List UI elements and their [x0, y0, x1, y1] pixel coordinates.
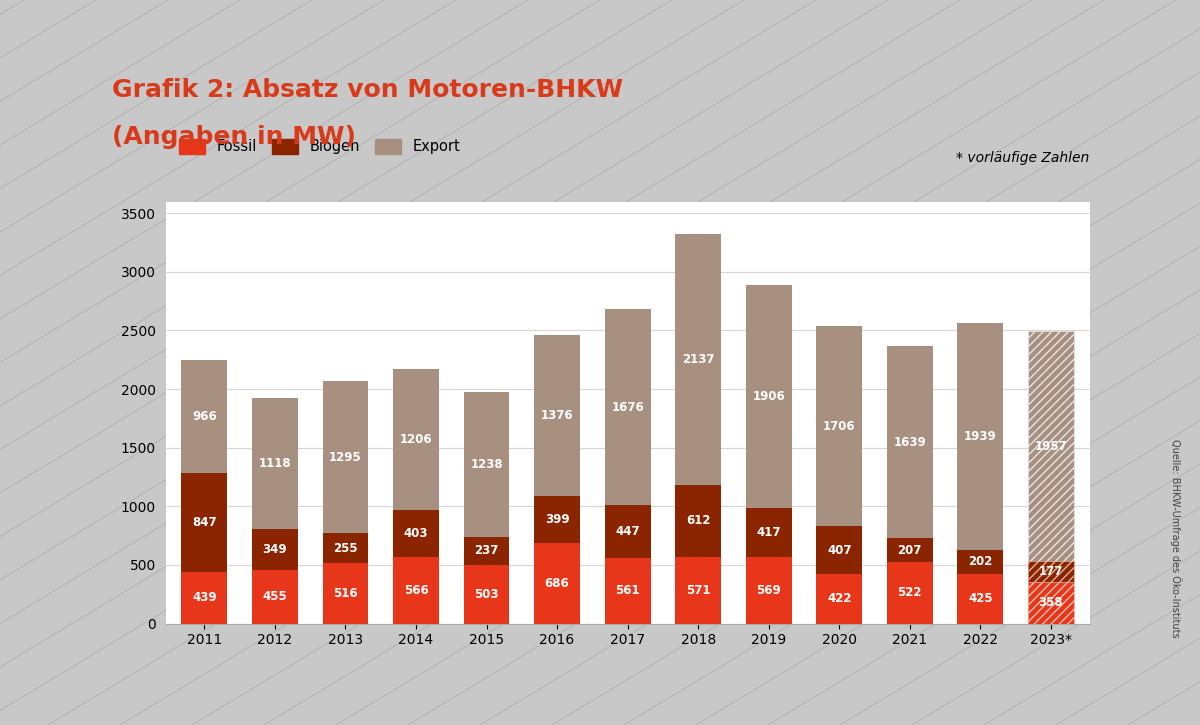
Text: 569: 569 [756, 584, 781, 597]
Bar [816, 526, 862, 574]
Bar [816, 326, 862, 526]
Bar [323, 533, 368, 563]
Bar [394, 368, 439, 510]
Text: 1706: 1706 [823, 420, 856, 433]
Bar [463, 536, 510, 565]
Text: 1906: 1906 [752, 390, 785, 402]
Text: 1939: 1939 [964, 430, 997, 443]
Bar [1028, 561, 1074, 581]
Bar [534, 497, 580, 543]
Bar [181, 572, 227, 624]
Text: 612: 612 [686, 514, 710, 527]
Bar [323, 381, 368, 533]
Bar [676, 557, 721, 624]
Text: 1957: 1957 [1034, 439, 1067, 452]
Text: 571: 571 [686, 584, 710, 597]
Text: 1376: 1376 [541, 409, 574, 422]
Text: 407: 407 [827, 544, 852, 557]
Text: 516: 516 [334, 587, 358, 600]
Text: 847: 847 [192, 516, 217, 529]
Text: 455: 455 [263, 590, 287, 603]
Bar [1028, 581, 1074, 624]
Text: 255: 255 [334, 542, 358, 555]
Text: 561: 561 [616, 584, 640, 597]
Text: 566: 566 [403, 584, 428, 597]
Bar [252, 570, 298, 624]
Bar [394, 557, 439, 624]
Text: 447: 447 [616, 525, 640, 538]
Bar [958, 550, 1003, 573]
Bar [534, 335, 580, 497]
Text: 439: 439 [192, 592, 217, 604]
Bar [887, 563, 932, 624]
Text: * vorläufige Zahlen: * vorläufige Zahlen [956, 151, 1090, 165]
Bar [605, 505, 650, 558]
Text: 358: 358 [1038, 596, 1063, 609]
Text: 686: 686 [545, 577, 570, 590]
Bar [887, 346, 932, 538]
Text: 422: 422 [827, 592, 852, 605]
Text: 349: 349 [263, 543, 287, 556]
Text: 522: 522 [898, 587, 922, 600]
Bar [181, 473, 227, 572]
Text: 1118: 1118 [259, 457, 292, 471]
Bar [1028, 561, 1074, 581]
Text: Grafik 2: Absatz von Motoren-BHKW: Grafik 2: Absatz von Motoren-BHKW [112, 78, 623, 102]
Text: (Angaben in MW): (Angaben in MW) [112, 125, 355, 149]
Legend: Fossil, Biogen, Export: Fossil, Biogen, Export [173, 133, 466, 160]
Bar [463, 392, 510, 536]
Text: 1639: 1639 [893, 436, 926, 449]
Bar [816, 574, 862, 624]
Text: 202: 202 [968, 555, 992, 568]
Bar [252, 398, 298, 529]
Bar [394, 510, 439, 557]
Text: 237: 237 [474, 544, 499, 557]
Bar [605, 309, 650, 505]
Bar [181, 360, 227, 473]
Text: 403: 403 [403, 527, 428, 540]
Bar [958, 573, 1003, 624]
Bar [463, 565, 510, 624]
Bar [1028, 581, 1074, 624]
Bar [323, 563, 368, 624]
Text: 177: 177 [1039, 565, 1063, 578]
Text: 1295: 1295 [329, 451, 362, 464]
Text: 207: 207 [898, 544, 922, 557]
Text: 1238: 1238 [470, 457, 503, 471]
Text: 399: 399 [545, 513, 569, 526]
Bar [252, 529, 298, 570]
Bar [1028, 331, 1074, 561]
Bar [534, 543, 580, 624]
Text: 425: 425 [968, 592, 992, 605]
Bar [745, 284, 792, 508]
Bar [958, 323, 1003, 550]
Bar [605, 558, 650, 624]
Bar [745, 557, 792, 624]
Text: 503: 503 [474, 587, 499, 600]
Text: 966: 966 [192, 410, 217, 423]
Bar [676, 234, 721, 485]
Text: 417: 417 [756, 526, 781, 539]
Text: 1206: 1206 [400, 433, 432, 446]
Bar [745, 508, 792, 557]
Bar [676, 485, 721, 557]
Text: Quelle: BHKW-Umfrage des Öko-Instituts: Quelle: BHKW-Umfrage des Öko-Instituts [1170, 439, 1182, 638]
Text: 2137: 2137 [682, 353, 714, 366]
Text: 1676: 1676 [611, 401, 644, 414]
Bar [887, 538, 932, 563]
